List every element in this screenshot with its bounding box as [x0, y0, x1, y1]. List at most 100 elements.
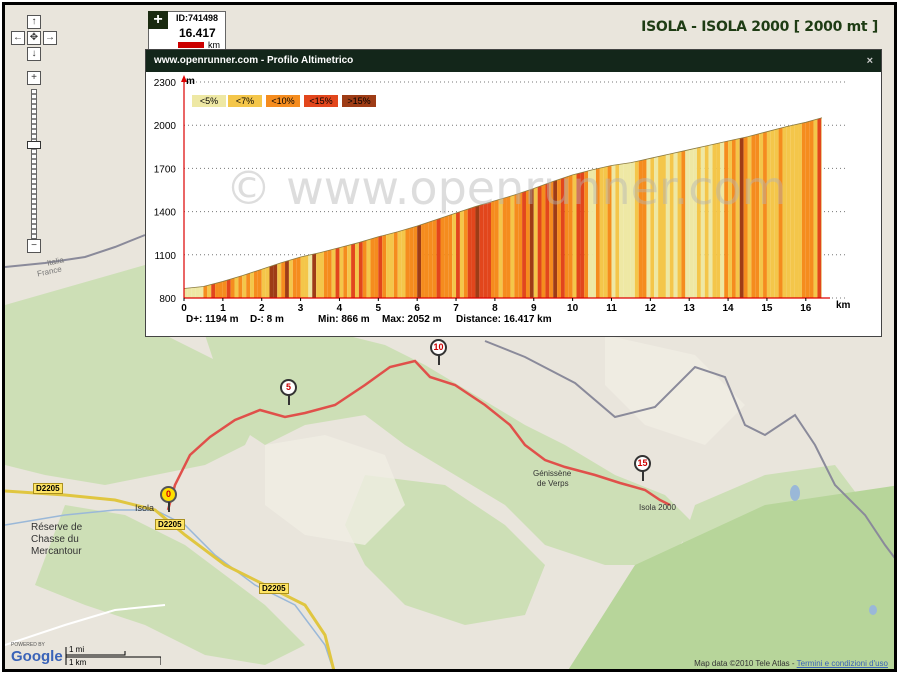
slope-segment	[630, 161, 635, 298]
zoom-in-button[interactable]: +	[27, 71, 41, 85]
slope-segment	[514, 193, 519, 298]
slope-segment	[502, 197, 507, 298]
slope-segment	[393, 231, 398, 298]
x-unit-label: km	[836, 300, 851, 311]
zoom-thumb[interactable]	[27, 141, 41, 149]
powered-by-label: POWERED BY	[11, 642, 45, 648]
country-border-east	[484, 340, 894, 559]
slope-segment	[250, 271, 254, 298]
slope-segment	[238, 275, 243, 298]
slope-segment	[432, 219, 437, 298]
slope-segment	[320, 251, 324, 298]
slope-segment	[708, 144, 713, 298]
slope-segment	[522, 191, 526, 298]
slope-segment	[704, 145, 709, 298]
x-tick-label: 13	[684, 303, 696, 314]
map-canvas[interactable]	[5, 5, 897, 672]
map-attribution: Map data ©2010 Tele Atlas - Termini e co…	[694, 659, 888, 668]
attribution-text: Map data ©2010 Tele Atlas -	[694, 659, 795, 668]
close-icon[interactable]: ×	[866, 55, 873, 67]
slope-segment	[798, 123, 802, 299]
slope-segment	[257, 269, 262, 298]
slope-segment	[491, 200, 495, 298]
slope-segment	[794, 124, 799, 298]
track-id: ID:741498	[176, 13, 219, 23]
slope-segment	[382, 234, 387, 298]
pan-down-button[interactable]: ↓	[27, 47, 41, 61]
x-tick-label: 5	[376, 303, 382, 314]
km-marker-5-stem	[288, 395, 290, 405]
zoom-slider[interactable]	[27, 89, 41, 239]
slope-segment	[459, 210, 464, 298]
km-marker-5[interactable]: 5	[280, 379, 297, 396]
legend-label: <5%	[200, 96, 218, 106]
summary-stat: D-: 8 m	[250, 314, 284, 325]
terms-link[interactable]: Termini e condizioni d'uso	[796, 659, 888, 668]
slope-segment	[743, 136, 748, 298]
slope-segment	[638, 160, 643, 298]
slope-segment	[335, 247, 340, 298]
slope-segment	[378, 235, 383, 298]
slope-segment	[265, 266, 270, 298]
slope-segment	[428, 220, 433, 298]
pan-right-button[interactable]: →	[43, 31, 57, 45]
y-tick-label: 2300	[154, 78, 177, 89]
slope-segment	[681, 150, 686, 298]
slope-segment	[203, 285, 208, 298]
slope-segment	[452, 213, 457, 298]
slope-segment	[389, 232, 394, 298]
slope-segment	[370, 237, 375, 298]
slope-segment	[595, 168, 600, 298]
x-tick-label: 4	[337, 303, 343, 314]
slope-segment	[354, 242, 359, 298]
y-tick-label: 1100	[154, 251, 176, 262]
slope-segment	[358, 241, 363, 298]
slope-segment	[607, 165, 612, 298]
x-tick-label: 11	[606, 303, 617, 314]
slope-segment	[751, 134, 756, 298]
slope-segment	[763, 131, 767, 298]
slope-segment	[529, 188, 534, 298]
km-marker-0[interactable]: 0	[160, 486, 177, 503]
slope-segment	[417, 224, 422, 298]
track-unit: km	[208, 40, 220, 50]
y-tick-label: 2000	[154, 121, 177, 132]
google-logo[interactable]: Google	[11, 648, 63, 665]
slope-segment	[654, 156, 659, 298]
x-tick-label: 3	[298, 303, 304, 314]
pan-left-button[interactable]: ←	[11, 31, 25, 45]
slope-segment	[599, 167, 604, 298]
zoom-out-button[interactable]: −	[27, 239, 41, 253]
slope-segment	[673, 152, 678, 298]
slope-segment	[296, 256, 301, 298]
slope-segment	[642, 159, 647, 298]
pan-center-button[interactable]: ✥	[27, 31, 41, 45]
slope-segment	[662, 154, 666, 298]
slope-segment	[766, 130, 771, 298]
slope-segment	[467, 207, 472, 298]
slope-segment	[553, 180, 558, 298]
pan-up-button[interactable]: ↑	[27, 15, 41, 29]
slope-segment	[463, 209, 468, 298]
slope-segment	[487, 201, 492, 298]
km-marker-10[interactable]: 10	[430, 339, 447, 356]
road-label-d2205-south: D2205	[259, 583, 289, 594]
x-tick-label: 6	[414, 303, 420, 314]
km-marker-15[interactable]: 15	[634, 455, 651, 472]
summary-stat: Min: 866 m	[318, 314, 370, 325]
slope-segment	[778, 127, 783, 298]
slope-segment	[580, 171, 585, 298]
x-tick-label: 14	[723, 303, 735, 314]
slope-segment	[755, 133, 760, 298]
slope-segment	[537, 185, 542, 298]
slope-segment	[187, 287, 192, 298]
profile-header-title: www.openrunner.com - Profilo Altimetrico	[154, 55, 354, 66]
slope-segment	[215, 282, 219, 298]
add-track-button[interactable]: +	[148, 11, 168, 29]
slope-segment	[720, 141, 725, 298]
reserve-label: Réserve de Chasse du Mercantour	[31, 522, 82, 558]
slope-segment	[623, 163, 628, 298]
slope-segment	[281, 261, 286, 298]
